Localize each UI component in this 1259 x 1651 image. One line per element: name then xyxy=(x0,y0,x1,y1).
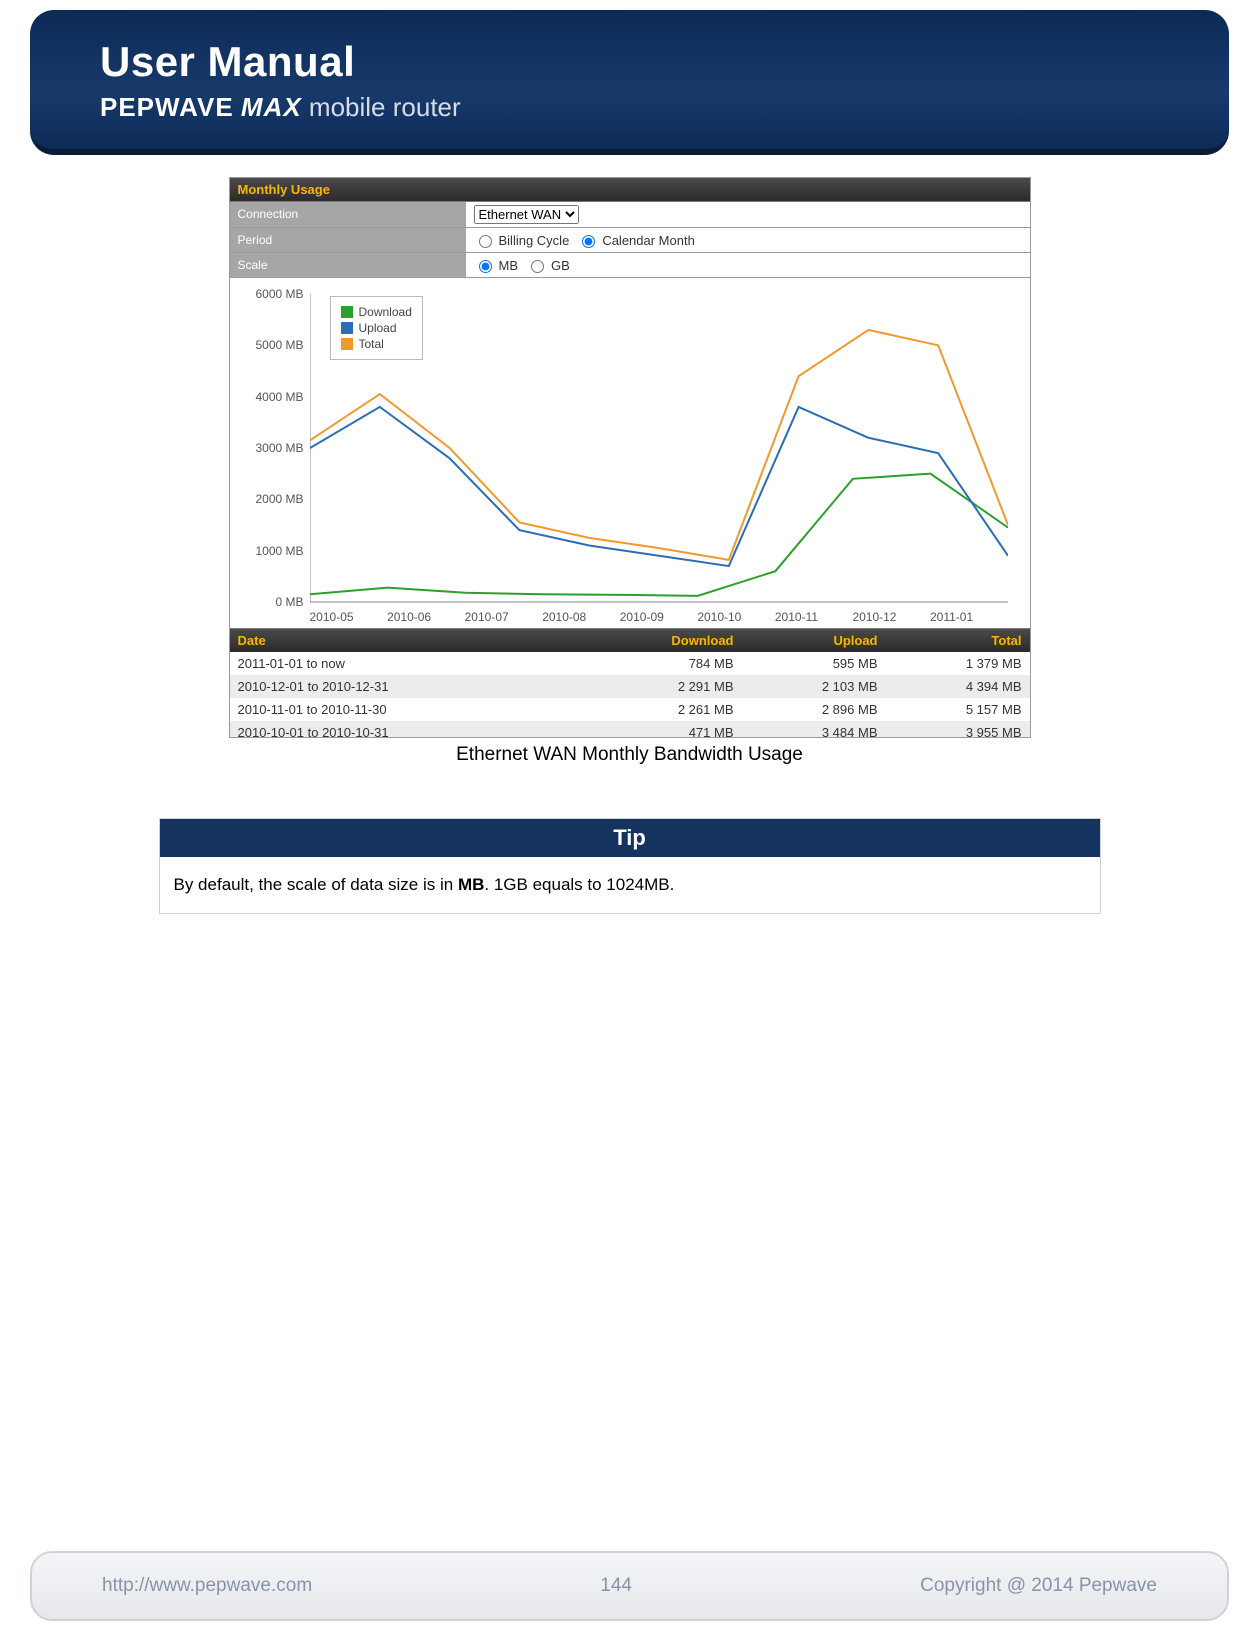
usage-screenshot: Monthly Usage Connection Ethernet WAN Pe… xyxy=(229,177,1031,738)
table-cell-date: 2011-01-01 to now xyxy=(230,652,598,675)
product-name: MAX xyxy=(241,92,302,122)
table-cell-date: 2010-12-01 to 2010-12-31 xyxy=(230,675,598,698)
table-cell-total: 4 394 MB xyxy=(886,675,1030,698)
table-header: Date Download Upload Total xyxy=(230,628,1030,652)
tip-body: By default, the scale of data size is in… xyxy=(160,857,1100,913)
radio-billing-cycle-input[interactable] xyxy=(479,235,492,248)
config-row-scale: Scale MB GB xyxy=(230,253,1030,278)
radio-scale-gb-input[interactable] xyxy=(531,260,544,273)
legend-swatch xyxy=(341,338,353,350)
table-cell-upload: 2 896 MB xyxy=(742,698,886,721)
legend-item: Upload xyxy=(341,321,412,335)
legend-swatch xyxy=(341,306,353,318)
table-cell-download: 2 291 MB xyxy=(598,675,742,698)
table-row: 2011-01-01 to now784 MB595 MB1 379 MB xyxy=(230,652,1030,675)
table-body: 2011-01-01 to now784 MB595 MB1 379 MB201… xyxy=(230,652,1030,737)
brand-name: PEPWAVE xyxy=(100,92,234,122)
legend-item: Download xyxy=(341,305,412,319)
x-tick: 2011-01 xyxy=(930,610,1008,624)
chart-legend: Download Upload Total xyxy=(330,296,423,360)
col-header-upload: Upload xyxy=(742,629,886,652)
section-header-monthly-usage: Monthly Usage xyxy=(230,178,1030,202)
x-tick: 2010-08 xyxy=(542,610,620,624)
page-footer: http://www.pepwave.com 144 Copyright @ 2… xyxy=(0,1551,1259,1651)
radio-calendar-month[interactable]: Calendar Month xyxy=(577,232,695,248)
radio-scale-mb[interactable]: MB xyxy=(474,257,519,273)
radio-billing-cycle-label: Billing Cycle xyxy=(499,233,570,248)
y-tick: 1000 MB xyxy=(255,544,303,558)
radio-scale-gb[interactable]: GB xyxy=(526,257,570,273)
label-period: Period xyxy=(230,228,466,252)
tip-text-bold: MB xyxy=(458,875,484,894)
table-cell-total: 1 379 MB xyxy=(886,652,1030,675)
tip-text-pre: By default, the scale of data size is in xyxy=(174,875,458,894)
table-cell-upload: 595 MB xyxy=(742,652,886,675)
legend-label: Upload xyxy=(359,321,397,335)
table-cell-download: 784 MB xyxy=(598,652,742,675)
table-row: 2010-12-01 to 2010-12-312 291 MB2 103 MB… xyxy=(230,675,1030,698)
label-connection: Connection xyxy=(230,202,466,227)
y-tick: 4000 MB xyxy=(255,390,303,404)
radio-scale-mb-input[interactable] xyxy=(479,260,492,273)
product-line: PEPWAVE MAX mobile router xyxy=(100,92,1159,123)
y-tick: 3000 MB xyxy=(255,441,303,455)
table-cell-date: 2010-10-01 to 2010-10-31 xyxy=(230,721,598,737)
manual-title: User Manual xyxy=(100,38,1159,86)
table-cell-upload: 3 484 MB xyxy=(742,721,886,737)
table-cell-total: 5 157 MB xyxy=(886,698,1030,721)
config-row-connection: Connection Ethernet WAN xyxy=(230,202,1030,228)
y-tick: 2000 MB xyxy=(255,492,303,506)
footer-url: http://www.pepwave.com xyxy=(102,1575,312,1597)
legend-label: Total xyxy=(359,337,384,351)
y-tick: 0 MB xyxy=(275,595,303,609)
select-connection[interactable]: Ethernet WAN xyxy=(474,205,579,224)
radio-scale-mb-label: MB xyxy=(499,258,519,273)
config-row-period: Period Billing Cycle Calendar Month xyxy=(230,228,1030,253)
tip-text-post: . 1GB equals to 1024MB. xyxy=(484,875,674,894)
x-tick: 2010-07 xyxy=(465,610,543,624)
y-tick: 6000 MB xyxy=(255,287,303,301)
chart-x-axis: 2010-052010-062010-072010-082010-092010-… xyxy=(310,608,1008,624)
x-tick: 2010-09 xyxy=(620,610,698,624)
x-tick: 2010-11 xyxy=(775,610,853,624)
footer-page-number: 144 xyxy=(600,1575,632,1597)
table-row: 2010-11-01 to 2010-11-302 261 MB2 896 MB… xyxy=(230,698,1030,721)
header-banner: User Manual PEPWAVE MAX mobile router xyxy=(0,0,1259,155)
y-tick: 5000 MB xyxy=(255,338,303,352)
table-cell-date: 2010-11-01 to 2010-11-30 xyxy=(230,698,598,721)
radio-billing-cycle[interactable]: Billing Cycle xyxy=(474,232,570,248)
col-header-date: Date xyxy=(230,629,598,652)
radio-calendar-month-label: Calendar Month xyxy=(602,233,695,248)
table-row: 2010-10-01 to 2010-10-31471 MB3 484 MB3 … xyxy=(230,721,1030,737)
tip-title: Tip xyxy=(160,819,1100,857)
product-suffix: mobile router xyxy=(309,92,461,122)
usage-chart: Download Upload Total 0 MB 1000 MB 2000 MB 30… xyxy=(230,278,1030,628)
table-cell-upload: 2 103 MB xyxy=(742,675,886,698)
col-header-download: Download xyxy=(598,629,742,652)
figure-caption: Ethernet WAN Monthly Bandwidth Usage xyxy=(0,744,1259,766)
tip-box: Tip By default, the scale of data size i… xyxy=(159,818,1101,914)
footer-copyright: Copyright @ 2014 Pepwave xyxy=(920,1575,1157,1597)
legend-swatch xyxy=(341,322,353,334)
radio-calendar-month-input[interactable] xyxy=(582,235,595,248)
label-scale: Scale xyxy=(230,253,466,277)
radio-scale-gb-label: GB xyxy=(551,258,570,273)
legend-label: Download xyxy=(359,305,412,319)
x-tick: 2010-06 xyxy=(387,610,465,624)
table-cell-total: 3 955 MB xyxy=(886,721,1030,737)
col-header-total: Total xyxy=(886,629,1030,652)
x-tick: 2010-12 xyxy=(852,610,930,624)
table-cell-download: 471 MB xyxy=(598,721,742,737)
table-cell-download: 2 261 MB xyxy=(598,698,742,721)
legend-item: Total xyxy=(341,337,412,351)
x-tick: 2010-05 xyxy=(310,610,388,624)
x-tick: 2010-10 xyxy=(697,610,775,624)
